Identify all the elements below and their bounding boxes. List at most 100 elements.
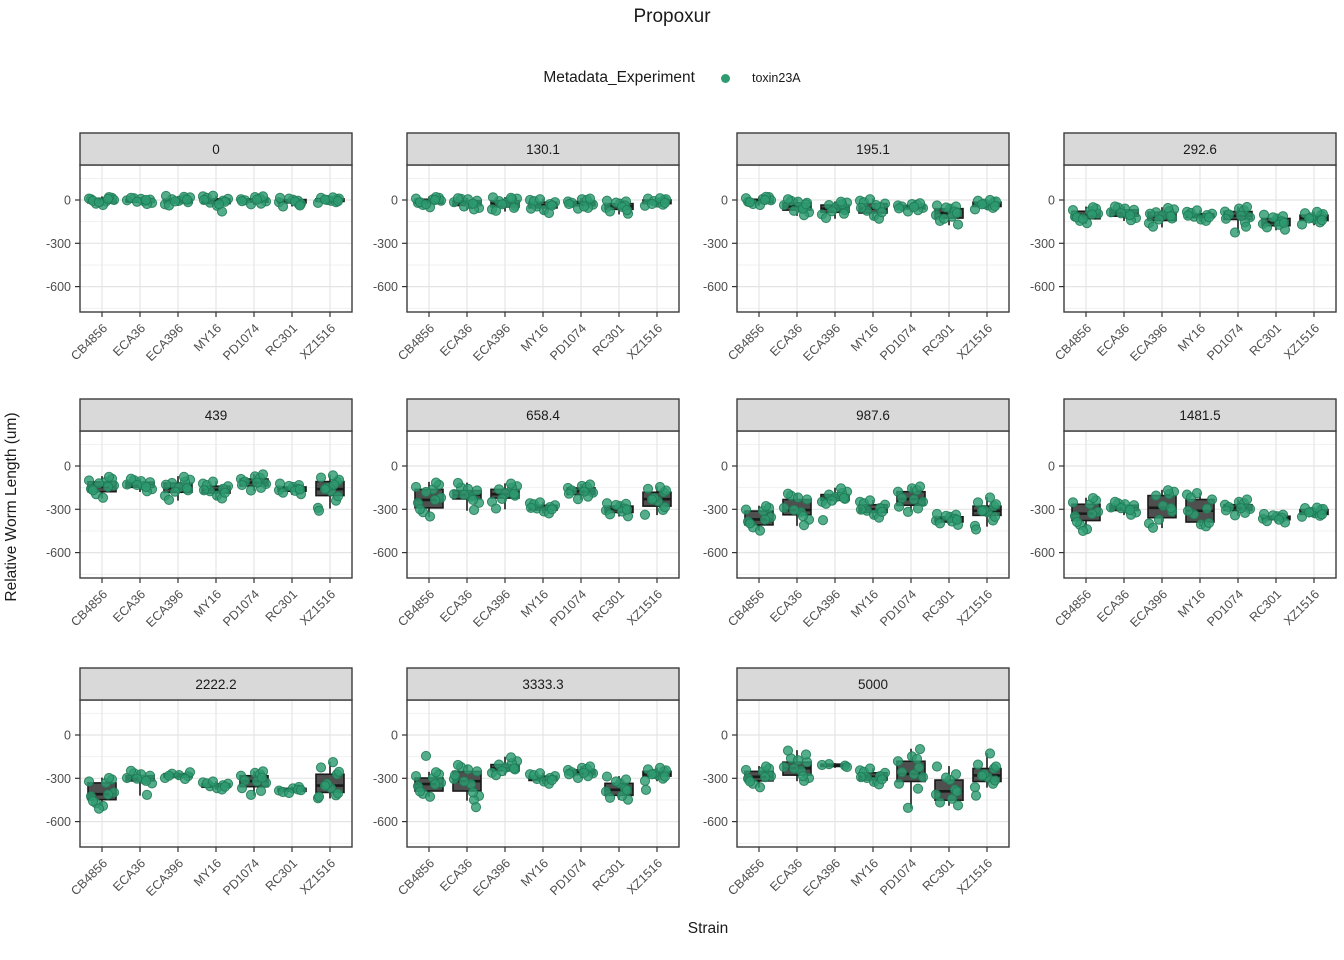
jitter-point <box>759 194 771 206</box>
jitter-point <box>1124 504 1136 516</box>
jitter-point <box>754 782 766 793</box>
jitter-point <box>1067 497 1079 508</box>
jitter-point <box>1071 516 1083 528</box>
x-tick-label: CB4856 <box>68 587 110 629</box>
jitter-point <box>841 761 853 773</box>
legend-title: Metadata_Experiment <box>543 69 695 86</box>
jitter-point <box>938 213 950 224</box>
jitter-point <box>930 789 942 800</box>
y-tick-label: 0 <box>391 460 398 474</box>
jitter-point <box>740 764 752 776</box>
x-tick-label: ECA396 <box>1127 321 1170 364</box>
jitter-point <box>236 479 248 491</box>
jitter-point <box>584 761 596 772</box>
jitter-point <box>525 203 537 214</box>
jitter-point <box>198 485 210 496</box>
jitter-point <box>319 780 331 791</box>
jitter-point <box>508 489 520 500</box>
jitter-point <box>1182 505 1194 517</box>
jitter-point <box>970 524 982 535</box>
jitter-point <box>198 194 210 206</box>
jitter-point <box>870 199 882 211</box>
jitter-point <box>327 757 339 768</box>
jitter-point <box>1153 514 1165 525</box>
jitter-point <box>1150 490 1162 501</box>
x-tick-label: ECA396 <box>800 587 843 630</box>
jitter-point <box>93 803 105 814</box>
facet-strip <box>736 398 1010 432</box>
jitter-point <box>782 745 794 756</box>
jitter-point <box>163 770 175 781</box>
jitter-point <box>283 787 295 799</box>
jitter-point <box>969 782 981 793</box>
x-tick-label: ECA36 <box>110 321 148 359</box>
jitter-point <box>83 475 95 486</box>
x-tick-label: CB4856 <box>1052 587 1094 629</box>
x-tick-label: PD1074 <box>877 856 919 898</box>
jitter-point <box>1240 221 1252 232</box>
jitter-point <box>140 194 152 206</box>
jitter-point <box>462 764 474 775</box>
jitter-point <box>1273 514 1285 525</box>
jitter-point <box>976 770 988 781</box>
facet-strip <box>79 398 353 432</box>
jitter-point <box>1258 508 1270 520</box>
jitter-point <box>181 483 193 494</box>
jitter-point <box>801 494 813 505</box>
jitter-point <box>430 477 442 488</box>
facet-strip-label: 2222.2 <box>195 677 236 692</box>
facet-strip-label: 5000 <box>858 677 888 692</box>
x-tick-label: RC301 <box>1247 587 1284 624</box>
y-tick-label: -600 <box>373 546 398 560</box>
jitter-point <box>1261 222 1273 233</box>
x-tick-label: RC301 <box>1247 321 1284 358</box>
jitter-point <box>452 477 464 489</box>
x-tick-label: CB4856 <box>395 856 437 898</box>
jitter-point <box>951 207 963 219</box>
y-tick-label: -600 <box>46 546 71 560</box>
jitter-point <box>654 762 666 774</box>
x-tick-label: XZ1516 <box>954 321 995 362</box>
y-tick-label: -300 <box>46 772 71 786</box>
x-tick-label: RC301 <box>920 321 957 358</box>
jitter-point <box>458 489 470 500</box>
jitter-point <box>534 768 546 779</box>
jitter-point <box>797 511 809 522</box>
y-tick-label: 0 <box>1048 194 1055 208</box>
jitter-point <box>294 484 306 495</box>
jitter-point <box>410 771 422 782</box>
jitter-point <box>621 504 633 515</box>
jitter-point <box>792 755 804 766</box>
facet-strip <box>406 667 680 701</box>
x-tick-label: CB4856 <box>725 587 767 629</box>
x-tick-label: XZ1516 <box>297 587 338 628</box>
jitter-point <box>621 205 633 216</box>
x-tick-label: CB4856 <box>725 856 767 898</box>
x-tick-label: XZ1516 <box>297 321 338 362</box>
legend-item: toxin23A <box>720 71 801 85</box>
jitter-point <box>505 752 517 763</box>
jitter-point <box>826 495 838 506</box>
jitter-point <box>315 472 327 483</box>
y-tick-label: -600 <box>1030 546 1055 560</box>
jitter-point <box>160 479 172 490</box>
x-tick-label: MY16 <box>848 856 881 889</box>
y-tick-label: -600 <box>46 815 71 829</box>
jitter-point <box>754 525 766 536</box>
jitter-point <box>893 778 905 789</box>
y-tick-label: 0 <box>721 729 728 743</box>
jitter-point <box>1203 212 1215 223</box>
y-tick-label: 0 <box>64 729 71 743</box>
jitter-point <box>782 488 794 499</box>
x-tick-label: CB4856 <box>725 321 767 363</box>
chart-title: Propoxur <box>633 6 711 27</box>
y-tick-label: 0 <box>721 194 728 208</box>
jitter-point <box>1144 208 1156 219</box>
jitter-point <box>332 196 344 207</box>
jitter-point <box>1201 503 1213 514</box>
